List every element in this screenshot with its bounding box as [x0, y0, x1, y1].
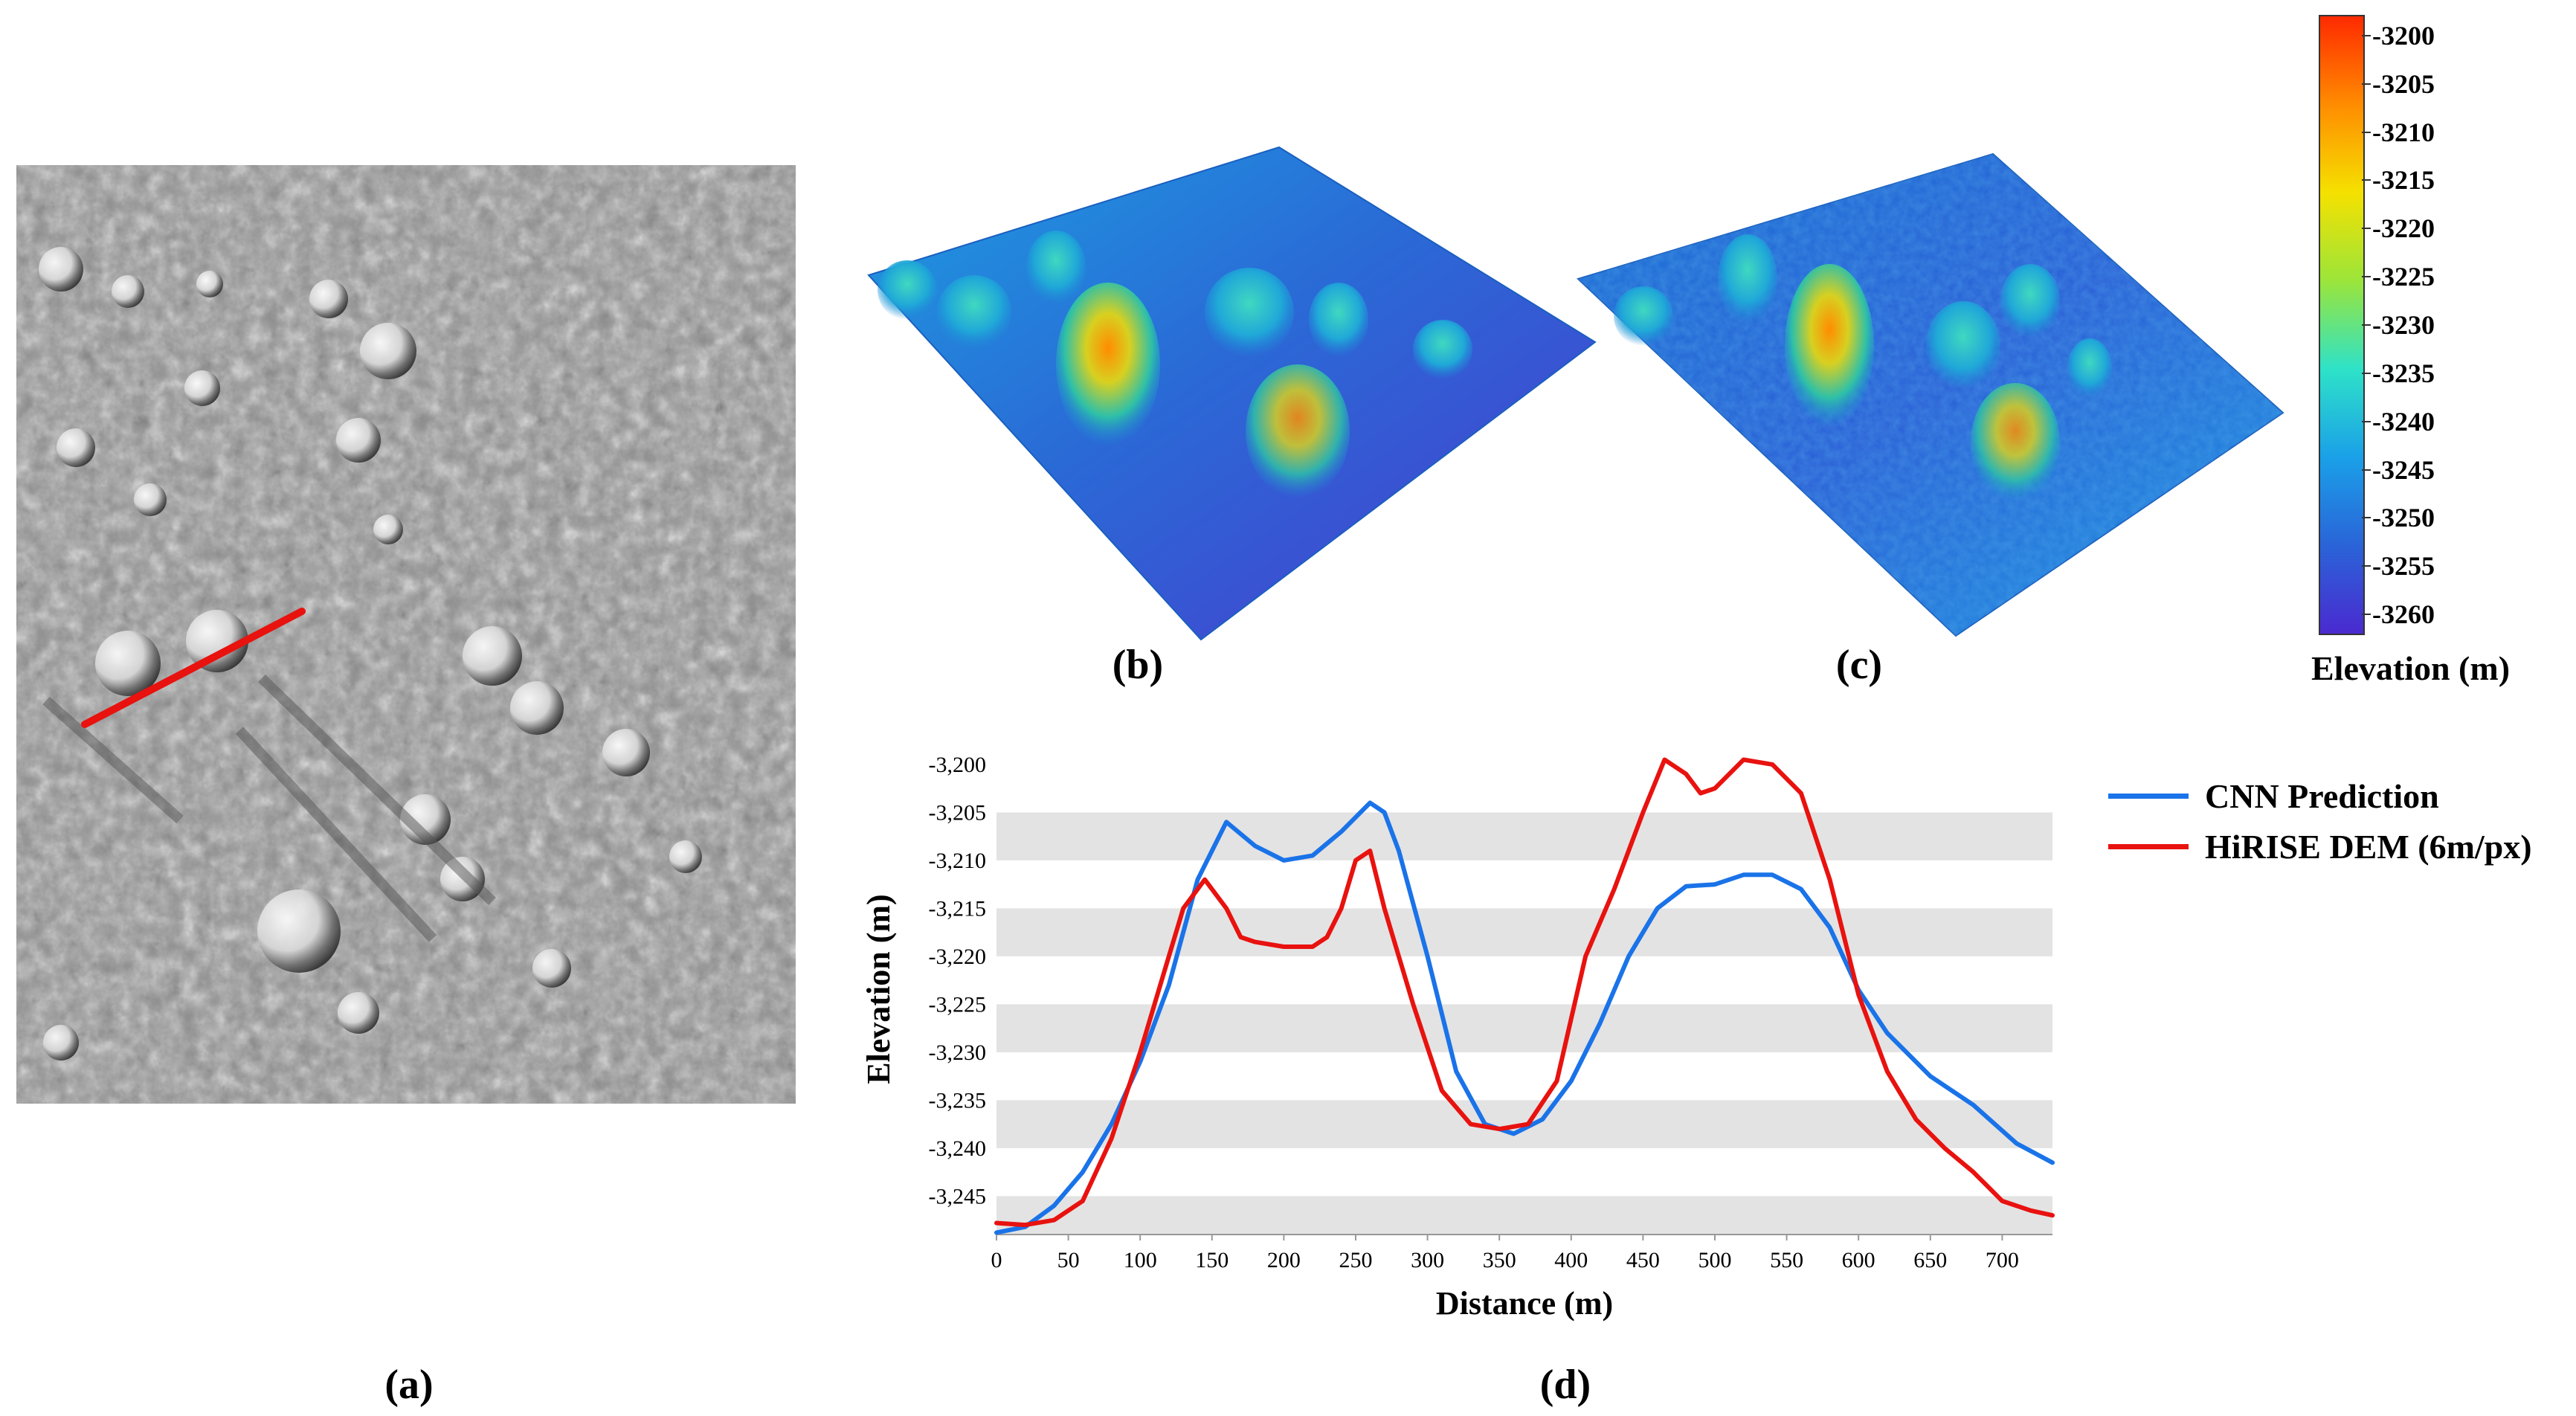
y-tick-label: -3,240 [929, 1136, 987, 1161]
x-axis-title: Distance (m) [1436, 1285, 1613, 1322]
terrain-3d-panel-b [867, 146, 1597, 641]
x-tick-label: 150 [1195, 1248, 1229, 1272]
x-tick-label: 200 [1267, 1248, 1301, 1272]
y-tick-label: -3,210 [929, 849, 987, 873]
terrain-3d-panel-c [1577, 152, 2284, 637]
colorbar-tick-label: -3220 [2372, 213, 2435, 244]
colorbar-tick-mark [2362, 372, 2371, 374]
series-line-cnn-prediction [994, 800, 2055, 1235]
y-tick-label: -3,225 [929, 992, 987, 1017]
x-axis-ticks: 0 50 100 150 200 250 300 350 400 450 500 550 600 650 7… [991, 1235, 2019, 1272]
cone-features [39, 247, 702, 1061]
grid-band [996, 908, 2052, 956]
colorbar-tick-mark [2362, 614, 2371, 616]
colorbar-tick-label: -3200 [2372, 20, 2435, 51]
panel-label-d: (d) [1539, 1362, 1591, 1408]
colorbar-tick-mark [2362, 228, 2371, 230]
panel-label-c: (c) [1835, 642, 1883, 688]
colorbar-tick-label: -3245 [2372, 454, 2435, 485]
colorbar-tick-label: -3240 [2372, 406, 2435, 437]
colorbar-title: Elevation (m) [2311, 649, 2511, 687]
x-tick-label: 650 [1913, 1248, 1947, 1272]
y-tick-label: -3,215 [929, 896, 987, 921]
legend-entry-cnn: CNN Prediction [2108, 773, 2439, 818]
x-tick-label: 350 [1483, 1248, 1516, 1272]
x-tick-label: 400 [1554, 1248, 1588, 1272]
x-tick-label: 450 [1626, 1248, 1660, 1272]
ridge-features [42, 674, 496, 942]
colorbar-tick-label: -3250 [2372, 503, 2435, 533]
y-tick-label: -3,235 [929, 1088, 987, 1113]
x-tick-label: 250 [1339, 1248, 1372, 1272]
x-tick-label: 50 [1057, 1248, 1080, 1272]
grid-band [996, 1196, 2052, 1235]
y-tick-label: -3,230 [929, 1040, 987, 1065]
y-tick-label: -3,220 [929, 944, 987, 969]
legend-swatch-hirise [2108, 843, 2189, 849]
legend-entry-hirise: HiRISE DEM (6m/px) [2108, 824, 2532, 869]
colorbar-tick-label: -3205 [2372, 68, 2435, 99]
series-group [994, 757, 2055, 1235]
colorbar-tick-mark [2362, 276, 2371, 278]
panel-label-b: (b) [1112, 642, 1164, 688]
colorbar-tick-mark [2362, 565, 2371, 567]
legend-swatch-cnn [2108, 793, 2189, 799]
x-tick-label: 300 [1411, 1248, 1444, 1272]
x-tick-label: 500 [1698, 1248, 1731, 1272]
colorbar-tick-mark [2362, 420, 2371, 422]
y-axis-ticks: -3,200 -3,205 -3,210 -3,215 -3,220 -3,225 -3,2… [929, 753, 987, 1209]
y-tick-label: -3,200 [929, 753, 987, 777]
orthoimage-panel [16, 165, 796, 1104]
x-tick-label: 600 [1842, 1248, 1875, 1272]
series-line-hirise-dem [994, 757, 2055, 1228]
y-tick-label: -3,205 [929, 800, 987, 825]
colorbar-tick-mark [2362, 34, 2371, 36]
colorbar-tick-mark [2362, 469, 2371, 471]
y-axis-title: Elevation (m) [860, 894, 897, 1084]
panel-label-a: (a) [384, 1362, 434, 1408]
y-tick-label: -3,245 [929, 1184, 987, 1209]
x-tick-label: 0 [991, 1248, 1002, 1272]
elevation-colorbar [2319, 15, 2365, 635]
colorbar-tick-label: -3215 [2372, 165, 2435, 196]
colorbar-tick-label: -3255 [2372, 551, 2435, 582]
elevation-profile-chart: -3,200 -3,205 -3,210 -3,215 -3,220 -3,225 -3,2… [860, 753, 2055, 1322]
colorbar-tick-mark [2362, 324, 2371, 326]
colorbar-tick-mark [2362, 517, 2371, 519]
grid-band [996, 812, 2052, 860]
colorbar-tick-label: -3230 [2372, 310, 2435, 340]
colorbar-tick-mark [2362, 131, 2371, 133]
profile-line [81, 608, 306, 728]
colorbar-tick-label: -3235 [2372, 358, 2435, 388]
x-tick-label: 100 [1124, 1248, 1157, 1272]
colorbar-tick-label: -3210 [2372, 117, 2435, 147]
x-tick-label: 700 [1986, 1248, 2019, 1272]
colorbar-tick-mark [2362, 179, 2371, 181]
x-tick-label: 550 [1770, 1248, 1803, 1272]
colorbar-tick-mark [2362, 83, 2371, 85]
legend-label-hirise: HiRISE DEM (6m/px) [2205, 827, 2532, 866]
chart-legend: CNN Prediction HiRISE DEM (6m/px) [2108, 773, 2569, 878]
legend-label-cnn: CNN Prediction [2205, 776, 2439, 815]
colorbar-tick-label: -3260 [2372, 599, 2435, 630]
colorbar-tick-label: -3225 [2372, 262, 2435, 292]
